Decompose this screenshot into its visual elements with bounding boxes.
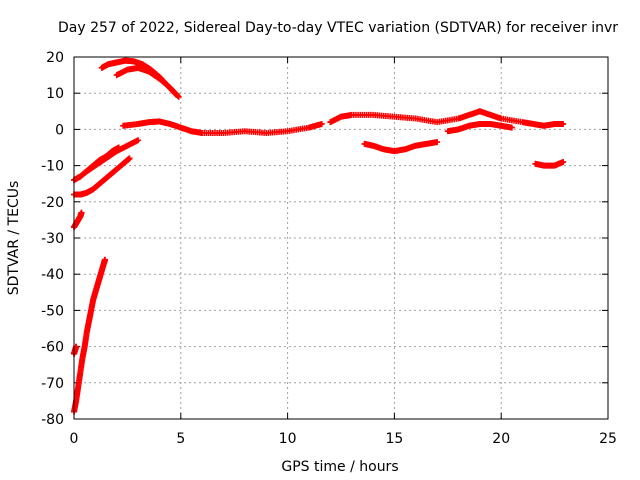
series-arc-top-17 — [98, 57, 180, 99]
x-tick-label: 20 — [492, 431, 510, 447]
data-points — [71, 57, 567, 415]
data-point — [318, 120, 325, 127]
plot-frame — [73, 56, 609, 420]
data-point — [101, 256, 108, 263]
tick-labels: 0 5 10 15 20 25 20 10 0 -10 -20 -30 -40 -50 -60 -70 -80 — [41, 50, 617, 447]
y-tick-label: -70 — [41, 376, 64, 392]
series-arc-steep — [71, 256, 108, 415]
data-point — [434, 139, 441, 146]
series-arc-rise-18 — [71, 155, 133, 198]
series-arc-top-15 — [113, 64, 182, 100]
chart-title: Day 257 of 2022, Sidereal Day-to-day VTE… — [58, 20, 618, 36]
data-point — [560, 120, 567, 127]
y-tick-label: -80 — [41, 412, 64, 428]
data-point — [135, 137, 142, 144]
y-tick-label: -30 — [41, 231, 64, 247]
y-tick-label: -10 — [41, 159, 64, 175]
series-arc-right-low — [532, 158, 567, 169]
x-tick-label: 0 — [70, 431, 79, 447]
x-axis-label: GPS time / hours — [281, 459, 398, 475]
series-arc-mid-main — [120, 118, 325, 137]
y-axis-label: SDTVAR / TECUs — [6, 181, 22, 296]
data-point — [174, 92, 181, 99]
y-tick-label: -20 — [41, 195, 64, 211]
series-arc-short-62 — [71, 343, 80, 357]
series-arc-mid-right — [327, 108, 567, 129]
y-tick-label: 10 — [46, 86, 64, 102]
x-tick-label: 5 — [176, 431, 185, 447]
x-tick-label: 15 — [385, 431, 403, 447]
y-tick-label: -60 — [41, 340, 64, 356]
series-arc-rise-13 — [81, 137, 142, 176]
x-tick-label: 25 — [599, 431, 617, 447]
y-tick-label: 20 — [46, 50, 64, 66]
y-tick-label: -50 — [41, 303, 64, 319]
y-tick-label: 0 — [55, 122, 64, 138]
data-point — [78, 209, 85, 216]
data-point — [560, 158, 567, 165]
data-point — [175, 93, 182, 100]
series-arc-left-25 — [71, 209, 85, 231]
x-tick-label: 10 — [279, 431, 297, 447]
series-arc-mid-lower — [444, 120, 515, 135]
y-tick-label: -40 — [41, 267, 64, 283]
data-point — [126, 155, 133, 162]
series-arc-dip — [361, 139, 441, 155]
grid — [73, 56, 609, 420]
data-point — [508, 124, 515, 131]
